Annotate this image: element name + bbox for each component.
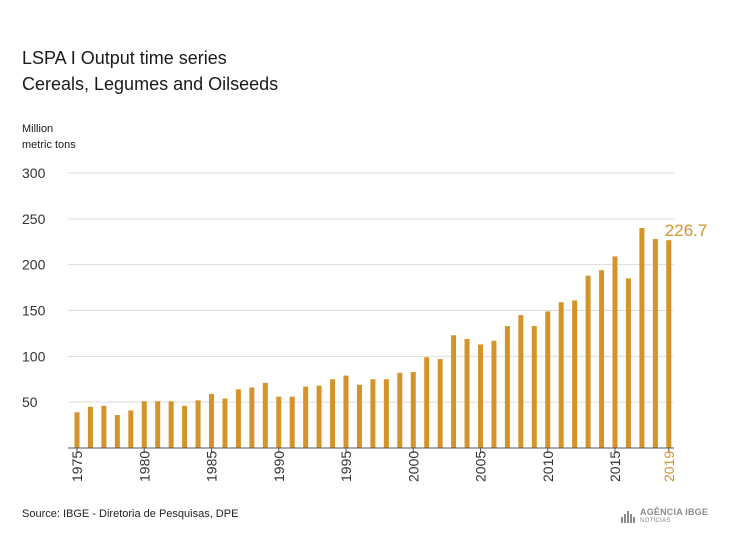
bar-2004 (464, 338, 470, 448)
y-tick-label: 50 (22, 394, 38, 410)
bar-1998 (383, 379, 389, 448)
x-tick-label: 2015 (607, 451, 623, 482)
bar-1985 (209, 393, 214, 448)
bar-1992 (303, 386, 309, 448)
bar-1979 (128, 410, 134, 448)
bar-1975 (74, 412, 80, 448)
unit-line-2: metric tons (22, 139, 76, 151)
agencia-ibge-logo: AGÊNCIA IBGE NOTÍCIAS (620, 508, 708, 526)
x-tick-label: 1975 (69, 451, 85, 482)
y-tick-label: 100 (22, 348, 46, 364)
bar-1983 (182, 405, 188, 448)
bar-2005 (478, 344, 483, 448)
bar-1988 (249, 387, 255, 448)
ibge-logo-icon (621, 511, 635, 523)
bar-2006 (491, 340, 497, 448)
bar-2008 (518, 315, 524, 448)
y-tick-label: 300 (22, 165, 46, 181)
bar-2009 (531, 326, 537, 448)
bar-1996 (356, 384, 362, 448)
unit-line-1: Million (22, 123, 54, 135)
x-tick-label: 1990 (271, 451, 287, 482)
x-tick-label: 1985 (204, 451, 220, 482)
x-tick-label: 2010 (540, 451, 556, 482)
bar-1990 (276, 396, 282, 448)
y-tick-label: 200 (22, 257, 46, 273)
x-axis-ticks: 1975 1980 1985 1990 1995 2000 2005 2010 2015 2019 (69, 448, 677, 482)
bar-1986 (222, 398, 228, 448)
bar-2000 (410, 371, 416, 448)
bar-2007 (504, 326, 510, 448)
x-tick-label: 2000 (405, 451, 421, 482)
bar-1989 (262, 382, 268, 448)
bar-1984 (195, 400, 201, 448)
bar-1987 (235, 389, 241, 448)
bar-2015 (612, 256, 618, 448)
source-note: Source: IBGE - Diretoria de Pesquisas, D… (22, 508, 239, 520)
bar-2003 (451, 335, 457, 448)
bar-2019 (666, 240, 672, 448)
bar-2002 (437, 359, 443, 448)
title-line-2: Cereals, Legumes and Oilseeds (22, 74, 279, 94)
y-axis-unit-label: Million metric tons (22, 121, 76, 153)
bar-1999 (397, 372, 403, 448)
bar-1995 (343, 375, 349, 448)
y-tick-label: 250 (22, 211, 46, 227)
x-tick-label: 2019 (661, 451, 677, 482)
chart-title: LSPA I Output time series Cereals, Legum… (22, 45, 278, 97)
bar-2016 (625, 278, 631, 448)
bar-1993 (316, 385, 322, 448)
logo-sub-text: NOTÍCIAS (640, 518, 671, 524)
bar-1982 (168, 401, 174, 448)
highlight-value-label: 226.7 (665, 221, 708, 240)
bar-2001 (424, 357, 430, 448)
bar-1977 (101, 405, 107, 448)
y-tick-label: 150 (22, 303, 46, 319)
bar-2018 (652, 239, 658, 448)
x-tick-label: 2005 (473, 451, 489, 482)
bars (74, 228, 672, 448)
gridlines (68, 172, 674, 403)
bar-2012 (572, 300, 578, 448)
bar-1978 (114, 415, 120, 448)
logo-main-text: AGÊNCIA IBGE (640, 507, 709, 517)
bar-2013 (585, 275, 591, 448)
x-tick-label: 1980 (136, 451, 152, 482)
bar-2017 (639, 228, 645, 448)
bar-1980 (141, 401, 147, 448)
title-line-1: LSPA I Output time series (22, 48, 227, 68)
bar-1991 (289, 396, 295, 448)
bar-1994 (330, 379, 336, 448)
bar-1976 (87, 406, 93, 448)
bar-2011 (558, 302, 564, 448)
bar-1997 (370, 379, 376, 448)
x-tick-label: 1995 (338, 451, 354, 482)
bar-2010 (545, 311, 551, 448)
bar-2014 (599, 270, 605, 448)
bar-1981 (155, 401, 161, 448)
y-axis-ticks: 50 100 150 200 250 300 (22, 165, 46, 410)
